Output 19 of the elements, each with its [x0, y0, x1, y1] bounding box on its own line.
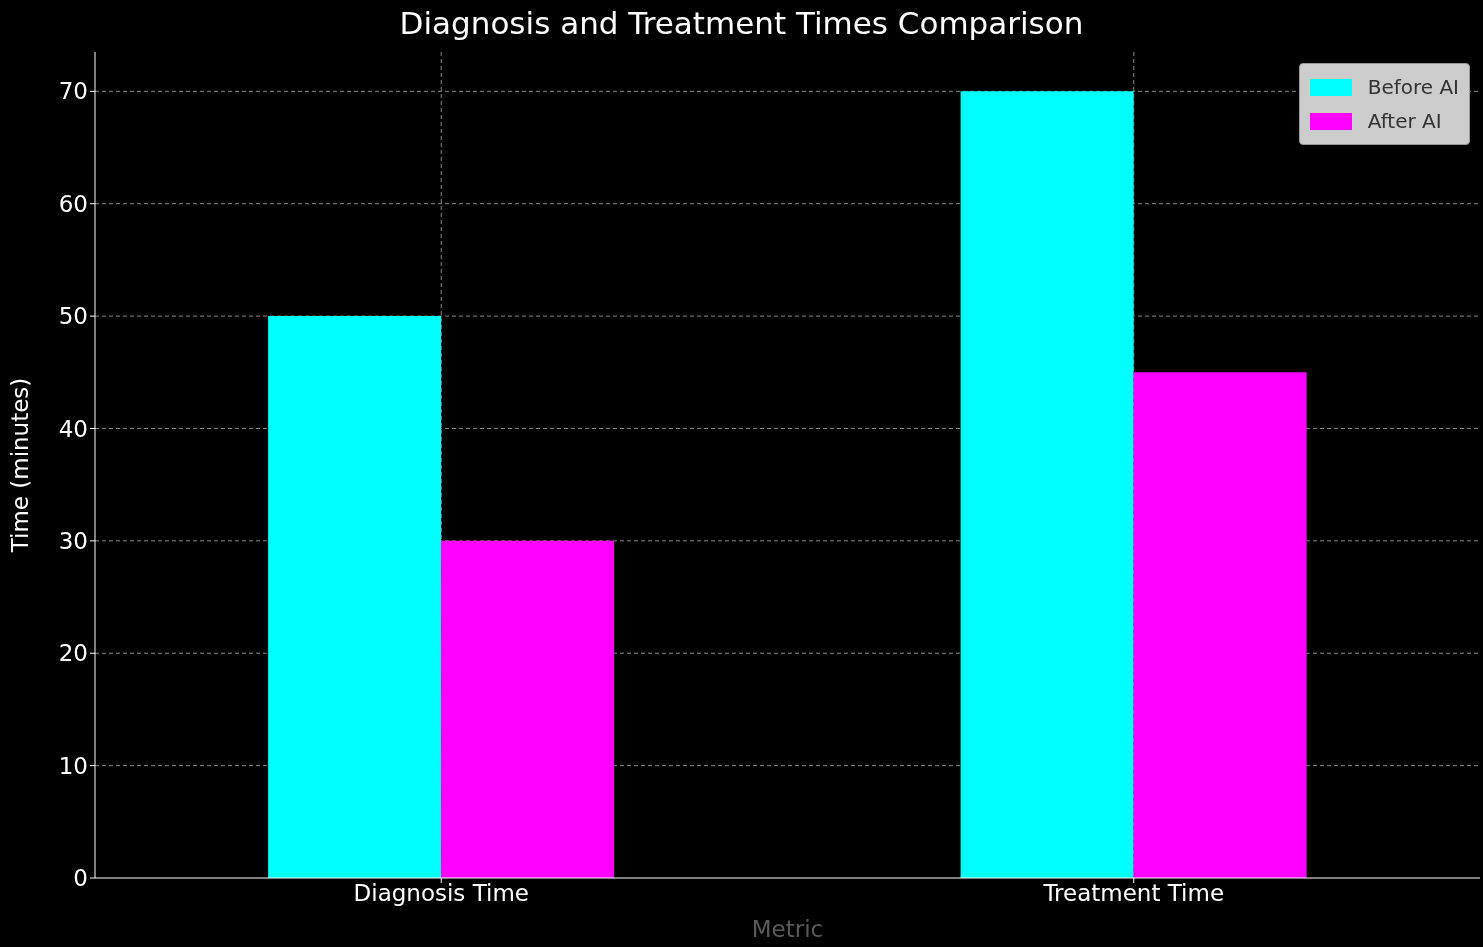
x-tick-label: Diagnosis Time: [353, 880, 529, 907]
y-axis-title: Time (minutes): [7, 377, 34, 554]
y-tick-label: 0: [73, 865, 88, 892]
bar: [268, 316, 442, 878]
y-tick-label: 60: [58, 190, 88, 217]
legend-label: Before AI: [1367, 75, 1459, 99]
y-tick-label: 70: [58, 78, 88, 105]
x-tick-label: Treatment Time: [1042, 880, 1225, 907]
x-axis-title: Metric: [751, 916, 824, 942]
bar: [441, 540, 615, 878]
chart-title: Diagnosis and Treatment Times Comparison: [398, 5, 1085, 41]
y-tick-label: 40: [58, 415, 88, 442]
bar: [960, 91, 1134, 878]
y-tick-label: 50: [58, 303, 88, 330]
y-tick-label: 10: [58, 752, 88, 779]
y-tick-label: 30: [58, 528, 88, 555]
bar: [1133, 372, 1307, 878]
y-tick-label: 20: [58, 640, 88, 667]
legend-label: After AI: [1367, 109, 1442, 133]
